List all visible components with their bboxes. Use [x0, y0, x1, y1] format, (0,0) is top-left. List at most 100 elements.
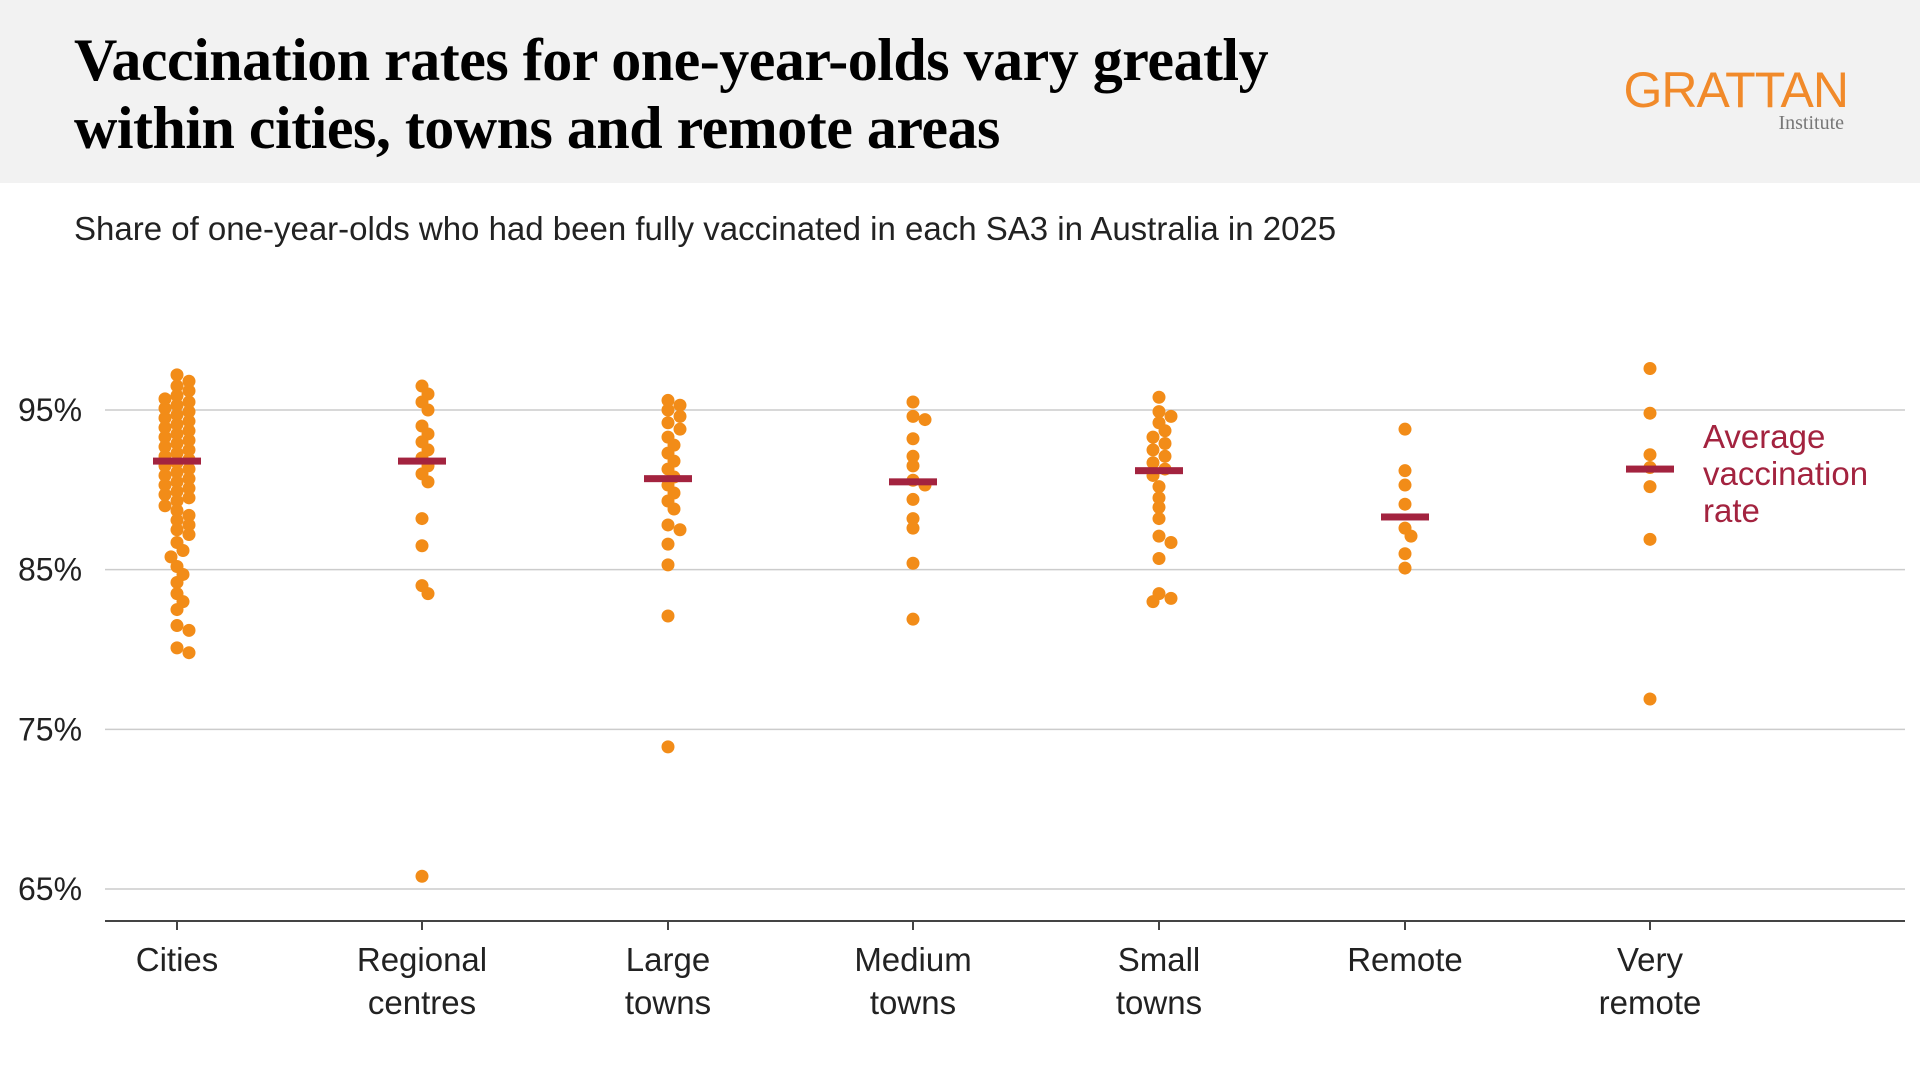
- data-point: [170, 427, 184, 441]
- data-point: [170, 417, 184, 431]
- data-point: [182, 491, 196, 505]
- data-point: [182, 443, 196, 457]
- x-category-label: centres: [368, 984, 476, 1021]
- data-point: [415, 539, 429, 553]
- x-tick-marks: [176, 921, 1651, 930]
- average-marker: [1626, 465, 1674, 473]
- x-category-label: Large: [626, 941, 710, 978]
- data-point: [170, 504, 184, 518]
- data-point: [906, 459, 920, 473]
- data-point: [170, 368, 184, 382]
- data-point: [667, 502, 681, 516]
- data-point: [673, 523, 687, 537]
- header-band: [0, 0, 1920, 183]
- data-point: [1164, 536, 1178, 550]
- data-point: [170, 408, 184, 422]
- data-point: [170, 575, 184, 589]
- annotation-line: vaccination: [1703, 455, 1868, 492]
- data-point: [182, 424, 196, 438]
- data-point: [170, 513, 184, 527]
- data-point: [906, 521, 920, 535]
- data-point: [415, 512, 429, 526]
- data-point: [182, 481, 196, 495]
- data-point: [421, 475, 435, 489]
- x-category-labels: Cities Regional centres Large towns Medium tow…: [136, 941, 1702, 1021]
- data-point: [673, 409, 687, 423]
- title-line-1: Vaccination rates for one-year-olds vary…: [74, 27, 1269, 93]
- annotation-line: rate: [1703, 492, 1760, 529]
- data-point: [182, 508, 196, 522]
- gridlines: [105, 409, 1905, 890]
- data-point: [1643, 406, 1657, 420]
- data-point: [1398, 478, 1412, 492]
- title-line-2: within cities, towns and remote areas: [74, 95, 1000, 161]
- x-category-label: towns: [1116, 984, 1202, 1021]
- data-point: [158, 421, 172, 435]
- data-point: [1404, 529, 1418, 543]
- data-point: [906, 512, 920, 526]
- data-point: [1152, 480, 1166, 494]
- data-point: [158, 411, 172, 425]
- data-point: [1643, 480, 1657, 494]
- data-point: [1152, 512, 1166, 526]
- average-marker: [644, 475, 692, 483]
- data-point: [158, 401, 172, 415]
- data-point: [1398, 561, 1412, 575]
- y-tick-label: 85%: [18, 552, 82, 588]
- x-category-label: Very: [1617, 941, 1684, 978]
- x-category-label: Cities: [136, 941, 219, 978]
- data-point: [1398, 422, 1412, 436]
- page-title: Vaccination rates for one-year-olds vary…: [74, 26, 1554, 162]
- data-point: [661, 393, 675, 407]
- data-point: [158, 430, 172, 444]
- y-tick-labels: 65% 75% 85% 95%: [18, 392, 82, 907]
- data-point: [182, 518, 196, 532]
- data-point: [661, 518, 675, 532]
- data-points: [158, 361, 1657, 883]
- data-point: [158, 468, 172, 482]
- data-point: [158, 440, 172, 454]
- data-point: [673, 422, 687, 436]
- data-point: [182, 384, 196, 398]
- x-category-label: towns: [870, 984, 956, 1021]
- annotation-line: Average: [1703, 418, 1825, 455]
- data-point: [1152, 551, 1166, 565]
- data-point: [906, 432, 920, 446]
- data-point: [918, 413, 932, 427]
- data-point: [182, 405, 196, 419]
- data-point: [906, 492, 920, 506]
- data-point: [1146, 443, 1160, 457]
- y-tick-label: 95%: [18, 392, 82, 428]
- data-point: [170, 603, 184, 617]
- data-point: [170, 389, 184, 403]
- data-point: [1152, 529, 1166, 543]
- data-point: [158, 499, 172, 513]
- data-point: [661, 609, 675, 623]
- x-category-label: Medium: [854, 941, 971, 978]
- data-point: [182, 462, 196, 476]
- data-point: [182, 528, 196, 542]
- data-point: [1398, 547, 1412, 561]
- data-point: [1152, 491, 1166, 505]
- data-point: [170, 484, 184, 498]
- x-category-label: remote: [1599, 984, 1702, 1021]
- data-point: [1164, 409, 1178, 423]
- data-point: [170, 437, 184, 451]
- logo-wordmark: GRATTAN: [1623, 62, 1849, 118]
- data-point: [170, 398, 184, 412]
- data-point: [661, 740, 675, 754]
- chart-subtitle: Share of one-year-olds who had been full…: [74, 210, 1337, 247]
- data-point: [661, 416, 675, 430]
- data-point: [1643, 448, 1657, 462]
- data-point: [1146, 595, 1160, 609]
- data-point: [1146, 456, 1160, 470]
- y-tick-label: 75%: [18, 711, 82, 747]
- data-point: [1158, 437, 1172, 451]
- data-point: [906, 395, 920, 409]
- data-point: [421, 587, 435, 601]
- data-point: [176, 544, 190, 558]
- data-point: [661, 537, 675, 551]
- data-point: [182, 395, 196, 409]
